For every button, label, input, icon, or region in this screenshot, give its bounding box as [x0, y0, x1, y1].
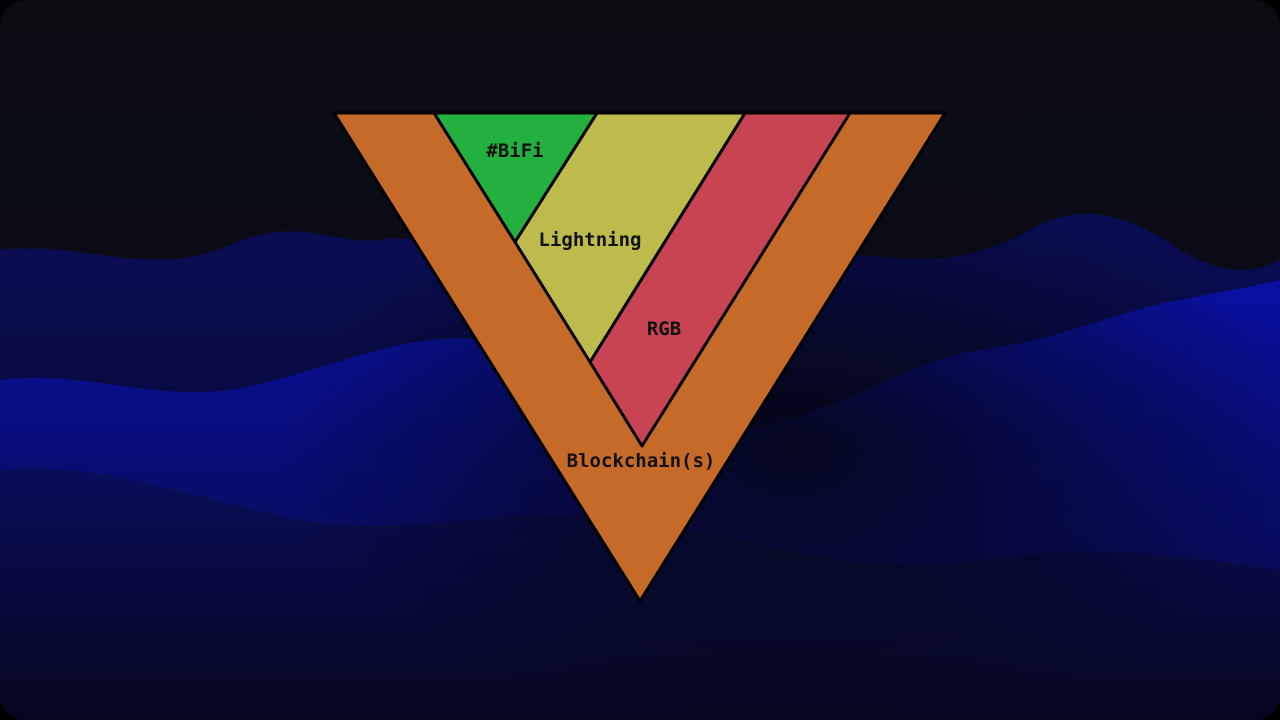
- layer-blockchain-label: Blockchain(s): [567, 450, 716, 472]
- layer-lightning-label: Lightning: [539, 229, 642, 251]
- layer-rgb-label: RGB: [647, 318, 681, 340]
- layer-bifi-band: [432, 111, 599, 244]
- layer-bifi-label: #BiFi: [486, 140, 543, 162]
